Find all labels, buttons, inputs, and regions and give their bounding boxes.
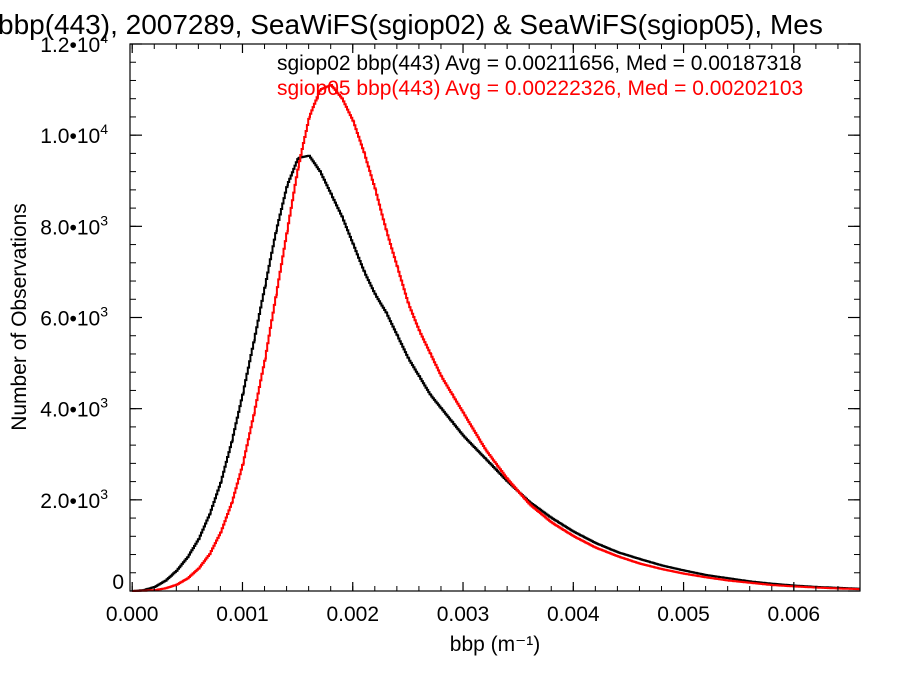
- series-line-0: [132, 154, 861, 592]
- y-tick-label: 2.0•103: [40, 486, 108, 513]
- y-tick-label: 0: [112, 571, 124, 594]
- y-axis: 0 2.0•103 4.0•103 6.0•103 8.0•103 1.0•104 1.2•…: [40, 30, 860, 594]
- x-axis: 0.000 0.001 0.002 0.003 0.004 0.005 0.006: [106, 44, 861, 626]
- x-tick-label: 0.001: [216, 603, 269, 626]
- y-tick-label: 4.0•103: [40, 395, 108, 422]
- legend-entry-sgiop02: sgiop02 bbp(443) Avg = 0.00211656, Med =…: [277, 52, 802, 75]
- series-line-1: [132, 84, 860, 592]
- chart-title: bbp(443), 2007289, SeaWiFS(sgiop02) & Se…: [0, 9, 823, 40]
- y-tick-label: 1.2•104: [40, 30, 108, 57]
- legend-entry-sgiop05: sgiop05 bbp(443) Avg = 0.00222326, Med =…: [277, 77, 803, 100]
- plot-frame: [129, 43, 861, 592]
- x-axis-label: bbp (m⁻¹): [450, 633, 540, 656]
- x-tick-label: 0.003: [437, 603, 490, 626]
- x-tick-label: 0.004: [547, 603, 600, 626]
- legend: sgiop02 bbp(443) Avg = 0.00211656, Med =…: [277, 52, 803, 100]
- x-tick-label: 0.006: [768, 603, 821, 626]
- series-layer: [132, 84, 861, 592]
- y-tick-label: 6.0•103: [40, 304, 108, 331]
- y-tick-label: 1.0•104: [40, 121, 108, 148]
- x-tick-label: 0.000: [106, 603, 159, 626]
- y-axis-label: Number of Observations: [8, 203, 31, 431]
- plot-area: 0.000 0.001 0.002 0.003 0.004 0.005 0.006 0 2.0…: [40, 30, 861, 626]
- x-tick-label: 0.002: [326, 603, 379, 626]
- x-tick-label: 0.005: [657, 603, 710, 626]
- y-tick-label: 8.0•103: [40, 212, 108, 239]
